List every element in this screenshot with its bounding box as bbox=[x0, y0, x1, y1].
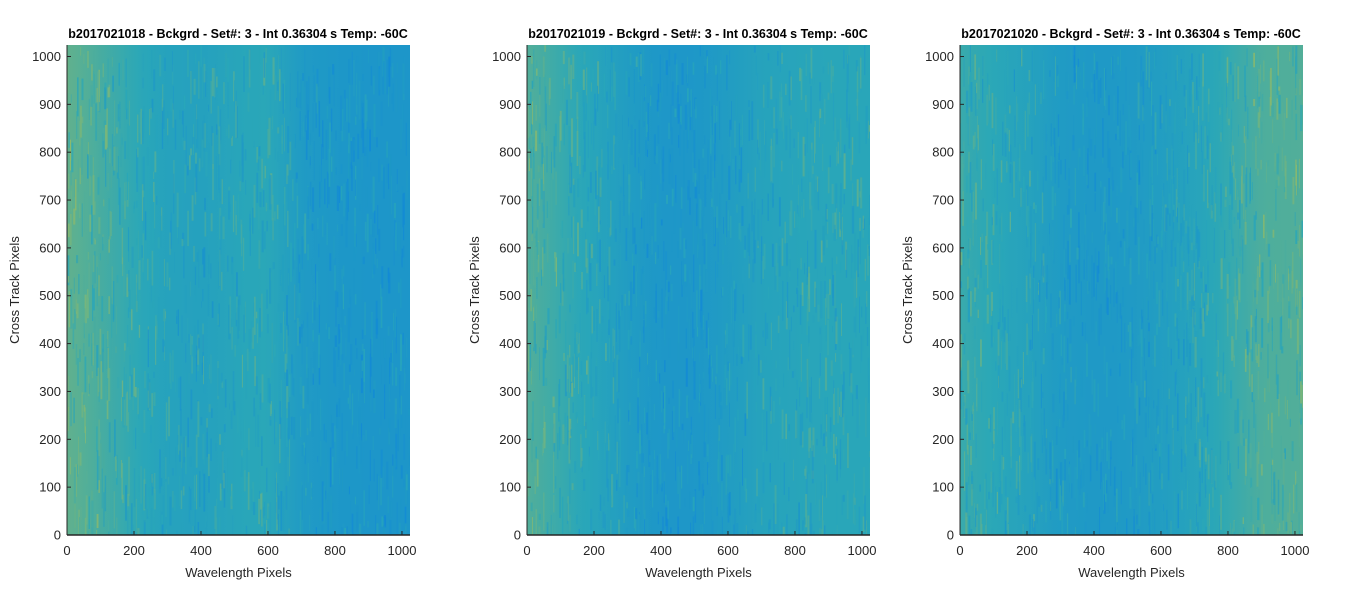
y-tick-label: 900 bbox=[932, 97, 954, 112]
x-tick-label: 800 bbox=[784, 543, 806, 558]
y-tick-label: 500 bbox=[39, 288, 61, 303]
y-tick-label: 0 bbox=[514, 528, 521, 543]
y-tick-label: 200 bbox=[499, 432, 521, 447]
heatmap-panel-2: 0 200 400 600 800 1000 0 100 200 300 400 500 600 700 8… bbox=[467, 27, 876, 580]
y-tick-label: 300 bbox=[932, 384, 954, 399]
y-tick-label: 0 bbox=[54, 528, 61, 543]
chart-title: b2017021019 - Bckgrd - Set#: 3 - Int 0.3… bbox=[528, 27, 868, 41]
y-tick-label: 800 bbox=[39, 145, 61, 160]
y-tick-label: 400 bbox=[39, 336, 61, 351]
x-tick-label: 400 bbox=[190, 543, 212, 558]
heatmap-texture bbox=[527, 45, 870, 535]
x-axis-label: Wavelength Pixels bbox=[1078, 565, 1185, 580]
y-tick-label: 700 bbox=[932, 193, 954, 208]
y-tick-label: 1000 bbox=[492, 49, 521, 64]
y-tick-label: 700 bbox=[39, 193, 61, 208]
y-tick-label: 200 bbox=[932, 432, 954, 447]
heatmap-texture bbox=[67, 45, 410, 535]
x-tick-label: 600 bbox=[717, 543, 739, 558]
y-axis-label: Cross Track Pixels bbox=[7, 236, 22, 344]
x-tick-label: 600 bbox=[257, 543, 279, 558]
x-tick-label: 1000 bbox=[1281, 543, 1310, 558]
heatmap-panel-1: 0 200 400 600 800 1000 0 100 200 300 400 500 600 700 8… bbox=[7, 27, 416, 580]
x-axis-label: Wavelength Pixels bbox=[645, 565, 752, 580]
x-tick-label: 400 bbox=[650, 543, 672, 558]
x-tick-label: 1000 bbox=[388, 543, 417, 558]
y-tick-label: 1000 bbox=[32, 49, 61, 64]
heatmap-panel-3: 0 200 400 600 800 1000 0 100 200 300 400 500 600 700 8… bbox=[900, 27, 1309, 580]
y-axis-label: Cross Track Pixels bbox=[467, 236, 482, 344]
x-tick-label: 600 bbox=[1150, 543, 1172, 558]
y-tick-label: 900 bbox=[39, 97, 61, 112]
y-tick-label: 100 bbox=[39, 480, 61, 495]
x-axis-label: Wavelength Pixels bbox=[185, 565, 292, 580]
y-tick-label: 300 bbox=[39, 384, 61, 399]
y-tick-label: 700 bbox=[499, 193, 521, 208]
x-tick-label: 400 bbox=[1083, 543, 1105, 558]
x-tick-label: 0 bbox=[956, 543, 963, 558]
y-tick-label: 400 bbox=[499, 336, 521, 351]
x-tick-label: 200 bbox=[583, 543, 605, 558]
y-tick-label: 400 bbox=[932, 336, 954, 351]
x-tick-label: 0 bbox=[63, 543, 70, 558]
y-tick-label: 1000 bbox=[925, 49, 954, 64]
chart-title: b2017021018 - Bckgrd - Set#: 3 - Int 0.3… bbox=[68, 27, 408, 41]
y-tick-label: 500 bbox=[499, 288, 521, 303]
heatmap-texture bbox=[960, 45, 1303, 535]
x-tick-label: 1000 bbox=[848, 543, 877, 558]
x-tick-label: 200 bbox=[123, 543, 145, 558]
y-tick-label: 900 bbox=[499, 97, 521, 112]
y-tick-label: 100 bbox=[499, 480, 521, 495]
x-tick-label: 200 bbox=[1016, 543, 1038, 558]
y-tick-label: 600 bbox=[499, 240, 521, 255]
y-tick-label: 600 bbox=[39, 240, 61, 255]
y-tick-label: 0 bbox=[947, 528, 954, 543]
y-tick-label: 200 bbox=[39, 432, 61, 447]
y-tick-label: 500 bbox=[932, 288, 954, 303]
x-tick-label: 0 bbox=[523, 543, 530, 558]
x-tick-label: 800 bbox=[1217, 543, 1239, 558]
y-tick-label: 600 bbox=[932, 240, 954, 255]
y-tick-label: 800 bbox=[932, 145, 954, 160]
y-axis-label: Cross Track Pixels bbox=[900, 236, 915, 344]
y-tick-label: 100 bbox=[932, 480, 954, 495]
y-tick-label: 300 bbox=[499, 384, 521, 399]
x-tick-label: 800 bbox=[324, 543, 346, 558]
chart-title: b2017021020 - Bckgrd - Set#: 3 - Int 0.3… bbox=[961, 27, 1301, 41]
y-tick-label: 800 bbox=[499, 145, 521, 160]
